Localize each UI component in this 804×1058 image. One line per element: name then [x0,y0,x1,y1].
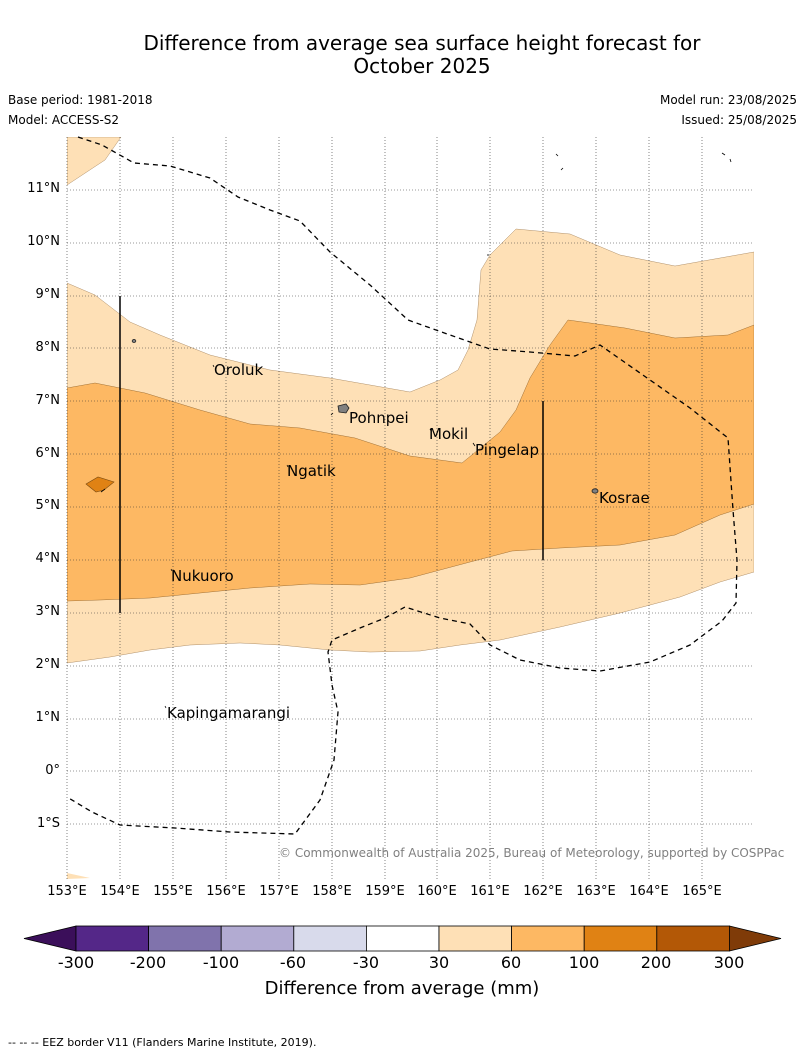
lon-label: 165°E [682,884,722,899]
model-run: Model run: 23/08/2025 [659,93,797,107]
anomaly-30-60-patch [67,137,122,186]
place-mokil: Mokil [429,425,468,443]
lat-label: 9°N [35,287,61,302]
lat-label: 3°N [35,604,61,619]
colorbar-extend-high [729,925,782,952]
colorbar-title: Difference from average (mm) [264,978,540,999]
kosrae-island [591,488,599,494]
place-labels: Oroluk Pohnpei Mokil Pingelap Ngatik Kos… [167,361,650,722]
colorbar-segment [656,925,730,952]
colorbar-tick-label: 300 [713,953,745,972]
ngatik-atoll-shape [85,476,115,493]
lon-label: 156°E [206,884,246,899]
colorbar-tick-label: -30 [352,953,380,972]
place-kapingamarangi: Kapingamarangi [167,704,290,722]
lat-label: 2°N [35,657,61,672]
colorbar-tick-label: 100 [568,953,600,972]
colorbar-tick-label: 30 [428,953,450,972]
title-line-1: Difference from average sea surface heig… [143,31,701,55]
colorbar-segment [148,925,222,952]
colorbar-segment [583,925,658,952]
colorbar-segment [438,925,512,952]
place-pingelap: Pingelap [475,441,539,459]
map-title: Difference from average sea surface heig… [60,32,784,78]
oroluk-islet [131,338,137,343]
lat-label: 7°N [35,393,61,408]
lon-label: 155°E [153,884,193,899]
lat-label: 10°N [27,234,60,249]
title-line-2: October 2025 [353,54,491,78]
copyright-notice: © Commonwealth of Australia 2025, Bureau… [279,846,785,860]
place-kosrae: Kosrae [599,489,650,507]
eez-border [66,136,738,835]
pohnpei-island [337,403,350,414]
lat-label: 5°N [35,498,61,513]
colorbar-segment [511,925,585,952]
colorbar-tick-label: 200 [640,953,672,972]
issued-date: Issued: 25/08/2025 [681,113,797,127]
colorbar-tick-label: -60 [279,953,307,972]
lon-label: 154°E [100,884,140,899]
lon-label: 160°E [417,884,457,899]
colorbar [23,925,782,952]
model-name: Model: ACCESS-S2 [8,113,120,127]
place-pohnpei: Pohnpei [349,409,409,427]
lat-label: 8°N [35,340,61,355]
lon-label: 161°E [470,884,510,899]
lat-label: 1°S [36,816,60,831]
colorbar-segment [220,925,295,952]
lon-label: 157°E [259,884,299,899]
colorbar-tick-label: -300 [57,953,95,972]
lat-label: 0° [45,763,60,778]
base-period: Base period: 1981-2018 [8,93,153,107]
anomaly-30-60-patch-sw [67,873,90,879]
lon-label: 158°E [312,884,352,899]
colorbar-extend-low [23,925,77,952]
lon-label: 162°E [523,884,563,899]
colorbar-segment [293,925,367,952]
colorbar-segment [365,925,440,952]
lon-label: 153°E [47,884,87,899]
lat-label: 6°N [35,446,61,461]
atoll-marks [100,152,732,709]
colorbar-tick-label: -100 [202,953,240,972]
eez-legend-note: -- -- -- EEZ border V11 (Flanders Marine… [8,1036,317,1049]
graticule [66,137,754,879]
colorbar-tick-label: -200 [129,953,167,972]
colorbar-tick-label: 60 [500,953,522,972]
lat-label: 4°N [35,551,61,566]
lat-label: 1°N [35,710,61,725]
lon-label: 163°E [576,884,616,899]
place-ngatik: Ngatik [287,462,336,480]
anomaly-60-100-region [67,319,754,602]
lon-label: 159°E [365,884,405,899]
islands [131,338,599,494]
lat-label: 11°N [27,181,60,196]
colorbar-segment [75,925,149,952]
lon-label: 164°E [629,884,669,899]
place-oroluk: Oroluk [214,361,263,379]
place-nukuoro: Nukuoro [171,567,234,585]
